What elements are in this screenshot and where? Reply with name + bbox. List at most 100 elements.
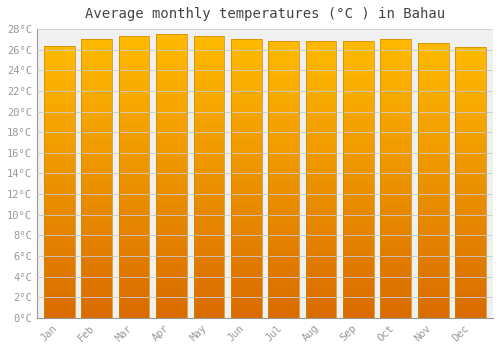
Bar	[456, 109, 486, 112]
Bar	[82, 240, 112, 243]
Bar	[156, 187, 187, 190]
Bar	[418, 71, 448, 74]
Bar	[343, 119, 374, 121]
Bar	[231, 70, 262, 73]
Bar	[418, 170, 448, 173]
Bar	[118, 124, 150, 126]
Bar	[194, 228, 224, 231]
Bar	[418, 126, 448, 128]
Bar	[380, 156, 411, 159]
Bar	[82, 145, 112, 148]
Bar	[343, 127, 374, 130]
Bar	[44, 203, 74, 206]
Bar	[194, 219, 224, 222]
Bar	[194, 301, 224, 304]
Bar	[231, 168, 262, 170]
Bar	[343, 287, 374, 290]
Bar	[268, 69, 299, 72]
Bar	[306, 172, 336, 174]
Bar	[231, 45, 262, 48]
Bar	[156, 83, 187, 85]
Bar	[44, 154, 74, 157]
Bar	[418, 313, 448, 315]
Bar	[268, 182, 299, 185]
Bar	[343, 52, 374, 55]
Bar	[44, 133, 74, 135]
Bar	[194, 290, 224, 293]
Bar	[82, 95, 112, 98]
Bar	[343, 113, 374, 116]
Bar	[268, 44, 299, 47]
Bar	[306, 307, 336, 309]
Bar	[194, 155, 224, 158]
Bar	[418, 290, 448, 293]
Bar	[44, 296, 74, 299]
Bar	[306, 66, 336, 69]
Bar	[343, 155, 374, 158]
Bar	[418, 118, 448, 120]
Bar	[343, 116, 374, 119]
Bar	[268, 144, 299, 147]
Bar	[380, 195, 411, 198]
Bar	[380, 78, 411, 81]
Bar	[380, 53, 411, 56]
Bar	[380, 114, 411, 117]
Bar	[306, 276, 336, 279]
Bar	[118, 222, 150, 225]
Bar	[44, 193, 74, 195]
Bar	[118, 273, 150, 276]
Bar	[156, 168, 187, 170]
Bar	[268, 194, 299, 196]
Bar	[194, 42, 224, 45]
Bar	[231, 106, 262, 109]
Bar	[82, 112, 112, 114]
Bar	[194, 53, 224, 56]
Bar	[306, 50, 336, 52]
Bar	[268, 127, 299, 130]
Bar	[268, 72, 299, 75]
Bar	[231, 170, 262, 173]
Bar	[44, 247, 74, 250]
Bar	[456, 228, 486, 231]
Bar	[418, 140, 448, 142]
Bar	[380, 92, 411, 95]
Bar	[44, 239, 74, 241]
Bar	[118, 279, 150, 281]
Bar	[82, 301, 112, 304]
Bar	[118, 126, 150, 129]
Bar	[156, 273, 187, 275]
Bar	[456, 155, 486, 158]
Bar	[456, 65, 486, 68]
Bar	[194, 93, 224, 96]
Bar	[456, 258, 486, 261]
Bar	[118, 132, 150, 135]
Bar	[194, 295, 224, 298]
Bar	[268, 243, 299, 246]
Bar	[418, 98, 448, 101]
Bar	[268, 64, 299, 66]
Bar	[194, 205, 224, 208]
Bar	[343, 240, 374, 243]
Bar	[380, 112, 411, 114]
Bar	[343, 304, 374, 307]
Bar	[194, 62, 224, 64]
Bar	[306, 196, 336, 199]
Bar	[194, 110, 224, 112]
Bar	[306, 83, 336, 86]
Bar	[418, 46, 448, 49]
Bar	[418, 214, 448, 216]
Bar	[456, 106, 486, 109]
Bar	[194, 236, 224, 239]
Bar	[306, 254, 336, 257]
Bar	[156, 128, 187, 131]
Bar	[268, 99, 299, 102]
Bar	[156, 304, 187, 307]
Bar	[380, 309, 411, 312]
Bar	[44, 152, 74, 154]
Bar	[156, 176, 187, 179]
Bar	[418, 131, 448, 134]
Bar	[231, 293, 262, 296]
Bar	[268, 221, 299, 224]
Bar	[156, 153, 187, 156]
Bar	[306, 102, 336, 105]
